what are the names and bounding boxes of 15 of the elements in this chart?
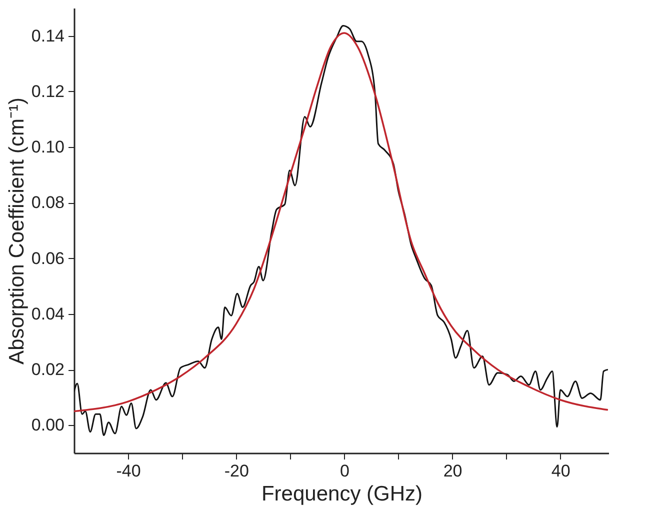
y-tick-label: 0.02 <box>31 360 64 380</box>
x-tick-label: -20 <box>224 462 249 480</box>
x-tick-label: -40 <box>116 462 141 480</box>
y-tick-label: 0.00 <box>31 416 64 435</box>
x-tick-label: 0 <box>340 462 350 480</box>
y-tick-label: 0.06 <box>31 248 64 268</box>
y-tick-label: 0.10 <box>31 138 64 157</box>
y-tick-label: 0.14 <box>31 26 64 46</box>
y-axis-title: Absorption Coefficient (cm⁻¹) <box>5 98 28 364</box>
x-axis-title: Frequency (GHz) <box>261 482 423 506</box>
y-tick-label: 0.12 <box>31 82 64 101</box>
x-tick-label: 20 <box>443 462 462 480</box>
y-tick-label: 0.04 <box>31 304 64 324</box>
y-tick-label: 0.08 <box>31 193 64 212</box>
x-tick-label: 40 <box>551 462 570 480</box>
